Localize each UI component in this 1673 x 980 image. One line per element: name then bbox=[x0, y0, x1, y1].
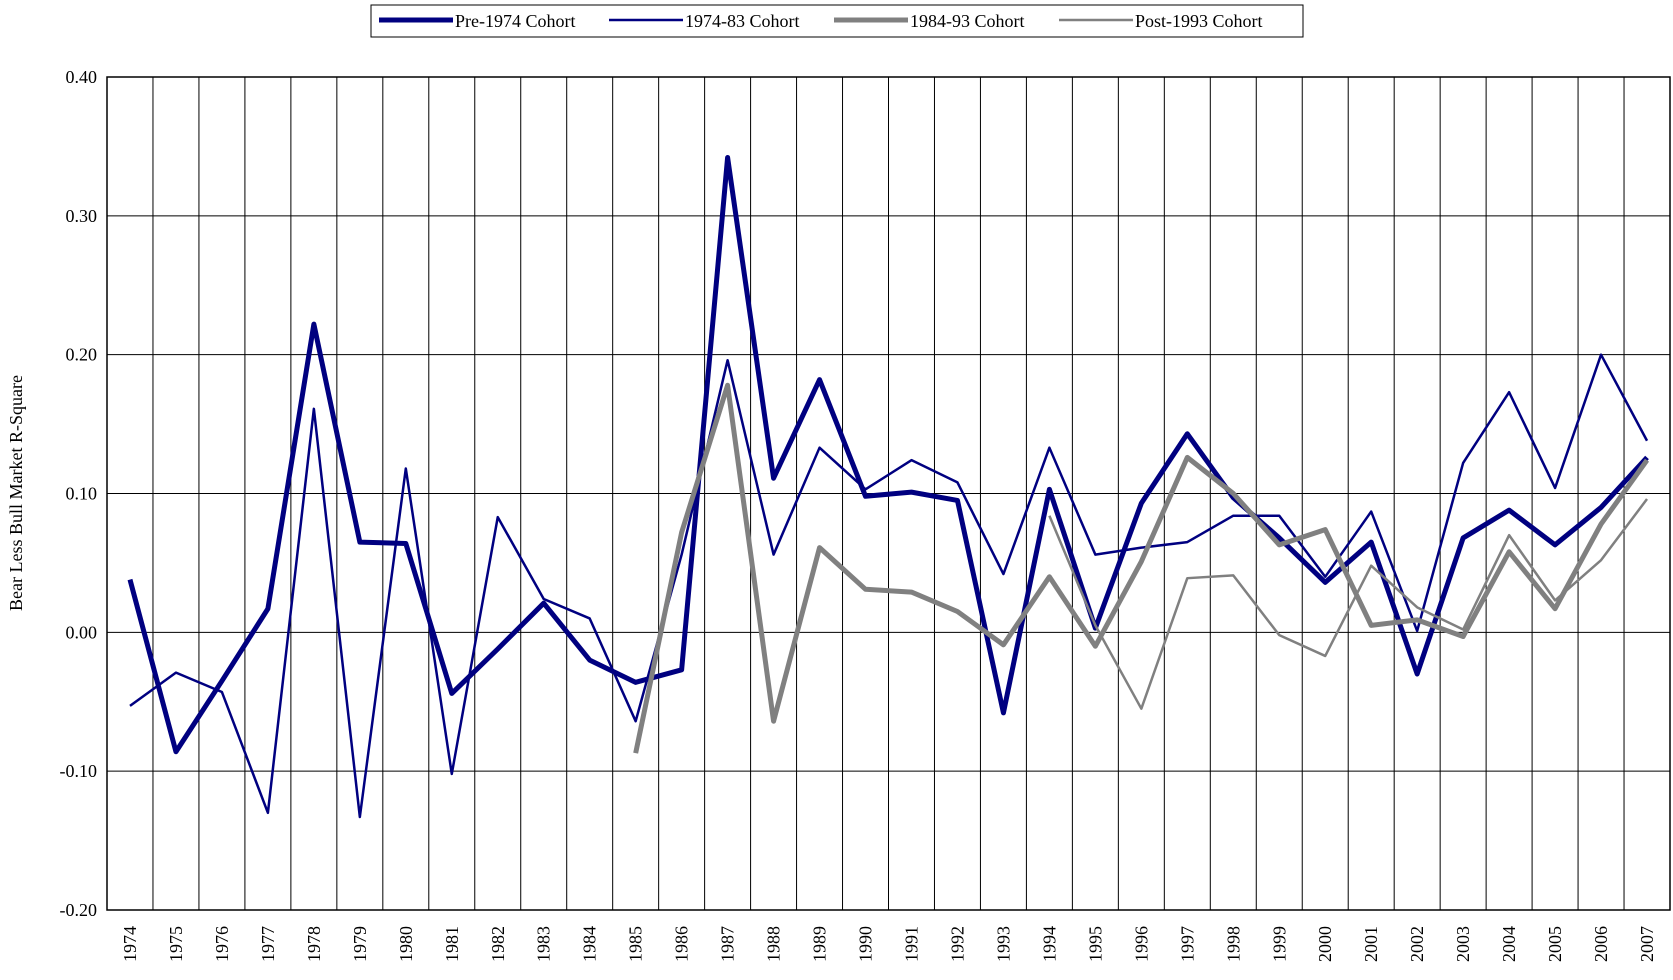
x-tick-label: 1983 bbox=[534, 926, 554, 962]
x-tick-label: 1993 bbox=[993, 926, 1013, 962]
y-tick-label: 0.40 bbox=[66, 67, 98, 87]
x-tick-label: 1980 bbox=[396, 926, 416, 962]
x-tick-label: 1981 bbox=[442, 926, 462, 962]
y-axis-label: Bear Less Bull Market R-Square bbox=[6, 375, 26, 611]
x-tick-label: 1995 bbox=[1085, 926, 1105, 962]
series-line bbox=[127, 155, 1649, 755]
series-line bbox=[633, 382, 1650, 754]
x-tick-label: 1991 bbox=[901, 926, 921, 962]
x-tick-label: 1984 bbox=[580, 926, 600, 962]
x-tick-label: 1978 bbox=[304, 926, 324, 962]
x-tick-label: 1994 bbox=[1039, 926, 1059, 962]
x-tick-label: 1997 bbox=[1177, 926, 1197, 962]
x-tick-label: 1987 bbox=[718, 926, 738, 962]
x-tick-label: 2006 bbox=[1591, 926, 1611, 962]
x-tick-label: 2002 bbox=[1407, 926, 1427, 962]
x-tick-label: 1974 bbox=[120, 926, 140, 962]
x-tick-label: 1998 bbox=[1223, 926, 1243, 962]
plot-frame bbox=[106, 76, 1671, 911]
x-tick-label: 1989 bbox=[810, 926, 830, 962]
x-tick-label: 1979 bbox=[350, 926, 370, 962]
y-tick-label: -0.20 bbox=[60, 900, 98, 920]
x-tick-label: 1982 bbox=[488, 926, 508, 962]
x-tick-label: 2000 bbox=[1315, 926, 1335, 962]
y-tick-label: 0.20 bbox=[66, 345, 98, 365]
x-tick-label: 1977 bbox=[258, 926, 278, 962]
x-tick-label: 1976 bbox=[212, 926, 232, 962]
y-tick-label: 0.30 bbox=[66, 206, 98, 226]
x-tick-label: 2007 bbox=[1637, 926, 1657, 962]
x-tick-label: 2005 bbox=[1545, 926, 1565, 962]
y-tick-label: -0.10 bbox=[60, 761, 98, 781]
y-tick-label: 0.10 bbox=[66, 484, 98, 504]
series-line bbox=[129, 353, 1649, 819]
x-tick-label: 2004 bbox=[1499, 926, 1519, 962]
legend-label: 1974-83 Cohort bbox=[685, 11, 800, 31]
legend-label: Pre-1974 Cohort bbox=[455, 11, 576, 31]
legend-label: 1984-93 Cohort bbox=[910, 11, 1025, 31]
x-tick-label: 1986 bbox=[672, 926, 692, 962]
x-tick-label: 2001 bbox=[1361, 926, 1381, 962]
x-tick-label: 2003 bbox=[1453, 926, 1473, 962]
x-tick-label: 1990 bbox=[856, 926, 876, 962]
series-line bbox=[1048, 498, 1649, 710]
x-tick-label: 1975 bbox=[166, 926, 186, 962]
legend-label: Post-1993 Cohort bbox=[1135, 11, 1263, 31]
y-tick-label: 0.00 bbox=[66, 622, 98, 642]
x-tick-label: 1999 bbox=[1269, 926, 1289, 962]
x-tick-label: 1988 bbox=[764, 926, 784, 962]
x-tick-label: 1985 bbox=[626, 926, 646, 962]
x-tick-label: 1996 bbox=[1131, 926, 1151, 962]
x-tick-label: 1992 bbox=[947, 926, 967, 962]
